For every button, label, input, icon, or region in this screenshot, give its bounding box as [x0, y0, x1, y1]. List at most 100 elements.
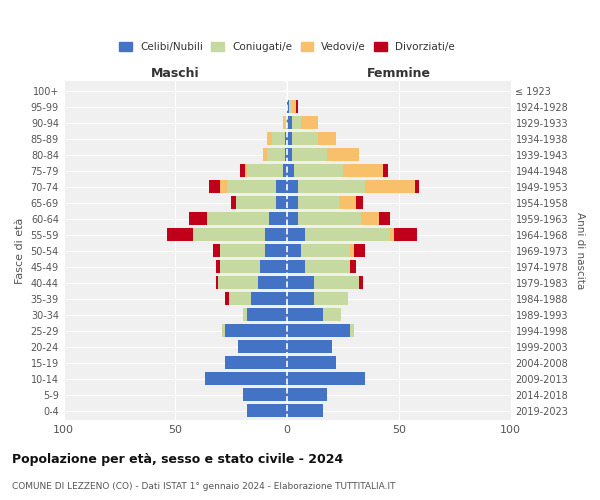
Bar [292, 116, 301, 130]
Bar [283, 116, 285, 130]
Bar [285, 132, 287, 145]
Bar [287, 116, 292, 130]
Bar [287, 100, 289, 114]
Bar [287, 196, 298, 209]
Bar [285, 116, 287, 130]
Bar [305, 228, 390, 241]
Bar [292, 148, 328, 162]
Bar [251, 292, 287, 305]
Bar [220, 180, 227, 194]
Bar [238, 340, 287, 353]
Bar [216, 260, 220, 273]
Bar [224, 324, 287, 337]
Y-axis label: Fasce di età: Fasce di età [15, 218, 25, 284]
Bar [276, 196, 287, 209]
Bar [265, 228, 287, 241]
Bar [301, 244, 350, 257]
Bar [365, 180, 415, 194]
Bar [356, 196, 363, 209]
Bar [189, 212, 207, 225]
Bar [394, 228, 417, 241]
Bar [298, 180, 365, 194]
Bar [287, 308, 323, 321]
Bar [245, 164, 247, 177]
Bar [224, 356, 287, 369]
Bar [415, 180, 419, 194]
Bar [350, 244, 354, 257]
Legend: Celibi/Nubili, Coniugati/e, Vedovi/e, Divorziati/e: Celibi/Nubili, Coniugati/e, Vedovi/e, Di… [116, 39, 458, 55]
Bar [287, 324, 350, 337]
Bar [214, 244, 220, 257]
Bar [220, 260, 260, 273]
Bar [292, 100, 296, 114]
Bar [209, 180, 220, 194]
Bar [287, 212, 298, 225]
Bar [272, 132, 285, 145]
Bar [216, 276, 218, 289]
Bar [354, 244, 365, 257]
Text: Maschi: Maschi [151, 68, 200, 80]
Bar [296, 100, 298, 114]
Bar [240, 164, 245, 177]
Bar [287, 292, 314, 305]
Bar [390, 228, 394, 241]
Bar [287, 340, 332, 353]
Bar [247, 308, 287, 321]
Bar [298, 212, 361, 225]
Bar [260, 260, 287, 273]
Bar [287, 356, 337, 369]
Bar [343, 164, 383, 177]
Bar [287, 228, 305, 241]
Bar [267, 132, 272, 145]
Bar [285, 148, 287, 162]
Bar [263, 148, 267, 162]
Bar [359, 276, 363, 289]
Bar [287, 404, 323, 417]
Bar [287, 388, 328, 401]
Bar [220, 244, 265, 257]
Bar [247, 164, 283, 177]
Bar [236, 196, 276, 209]
Bar [328, 148, 359, 162]
Y-axis label: Anni di nascita: Anni di nascita [575, 212, 585, 290]
Bar [232, 196, 236, 209]
Bar [205, 372, 287, 385]
Bar [193, 228, 265, 241]
Bar [229, 292, 251, 305]
Bar [361, 212, 379, 225]
Bar [283, 164, 287, 177]
Bar [258, 276, 287, 289]
Text: Femmine: Femmine [367, 68, 431, 80]
Bar [294, 164, 343, 177]
Bar [287, 132, 292, 145]
Bar [350, 260, 356, 273]
Bar [298, 196, 338, 209]
Bar [383, 164, 388, 177]
Bar [287, 148, 292, 162]
Bar [224, 292, 229, 305]
Bar [269, 212, 287, 225]
Bar [319, 132, 337, 145]
Bar [292, 132, 319, 145]
Bar [207, 212, 269, 225]
Bar [301, 116, 319, 130]
Bar [287, 372, 365, 385]
Text: Popolazione per età, sesso e stato civile - 2024: Popolazione per età, sesso e stato civil… [12, 452, 343, 466]
Bar [267, 148, 285, 162]
Bar [242, 388, 287, 401]
Bar [287, 260, 305, 273]
Text: COMUNE DI LEZZENO (CO) - Dati ISTAT 1° gennaio 2024 - Elaborazione TUTTITALIA.IT: COMUNE DI LEZZENO (CO) - Dati ISTAT 1° g… [12, 482, 395, 491]
Bar [287, 180, 298, 194]
Bar [287, 276, 314, 289]
Bar [379, 212, 390, 225]
Bar [314, 292, 347, 305]
Bar [350, 324, 354, 337]
Bar [223, 324, 224, 337]
Bar [218, 276, 258, 289]
Bar [242, 308, 247, 321]
Bar [305, 260, 350, 273]
Bar [323, 308, 341, 321]
Bar [276, 180, 287, 194]
Bar [287, 164, 294, 177]
Bar [338, 196, 356, 209]
